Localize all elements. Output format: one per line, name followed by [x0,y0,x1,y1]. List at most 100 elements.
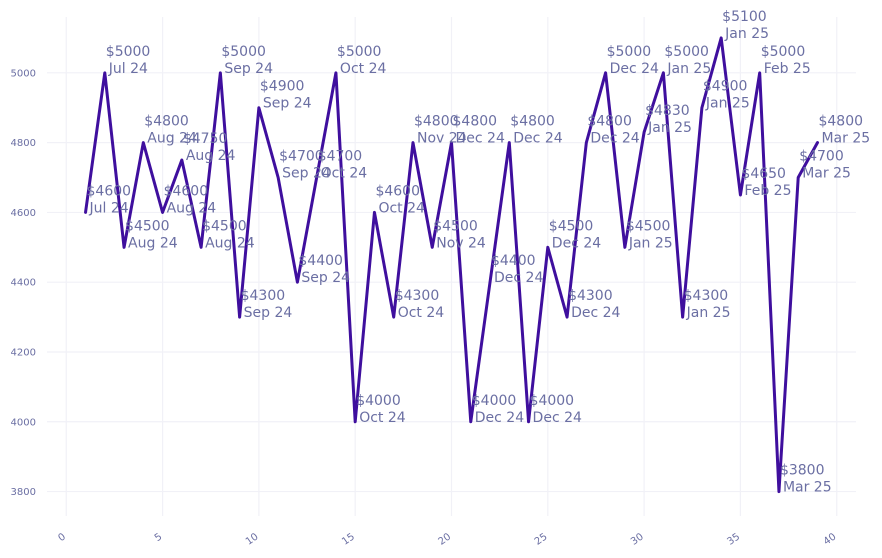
month-label: Sep 24 [244,305,293,321]
month-label: Dec 24 [552,235,601,251]
price-label: $4500 [125,218,170,234]
price-label: $4800 [453,114,498,130]
month-label: Aug 24 [167,200,217,216]
month-label: Nov 24 [417,131,467,147]
y-tick-label: 4800 [11,138,36,149]
month-label: Jan 25 [666,61,711,77]
price-label: $4300 [684,288,729,304]
month-label: Mar 25 [821,131,870,147]
price-label: $4300 [568,288,613,304]
month-label: Aug 24 [186,148,236,164]
month-label: Dec 24 [513,131,562,147]
price-label: $4800 [587,114,632,130]
month-label: Dec 24 [533,410,582,426]
price-label: $4650 [741,166,786,182]
price-label: $5100 [722,9,767,25]
x-tick-label: 0 [56,531,68,544]
month-label: Aug 24 [128,235,178,251]
y-tick-label: 3800 [11,487,36,498]
month-label: Jul 24 [89,200,129,216]
price-label: $3800 [780,463,825,479]
y-tick-label: 5000 [11,68,36,79]
month-label: Sep 24 [301,270,350,286]
price-label: $4600 [375,183,420,199]
x-tick-label: 40 [822,531,839,547]
price-label: $4750 [183,131,228,147]
month-label: Sep 24 [224,61,273,77]
month-label: Dec 24 [590,131,639,147]
month-label: Dec 24 [456,131,505,147]
month-label: Aug 24 [147,131,197,147]
price-label: $5000 [761,44,806,60]
month-label: Jul 24 [108,61,148,77]
x-tick-label: 30 [629,531,646,547]
price-label: $4800 [414,114,459,130]
price-label: $4400 [298,253,343,269]
price-label: $4500 [626,218,671,234]
price-label: $4500 [202,218,247,234]
price-label: $4800 [510,114,555,130]
x-tick-label: 5 [153,531,165,544]
month-label: Mar 25 [783,480,832,496]
month-label: Oct 24 [359,410,406,426]
price-label: $4900 [703,79,748,95]
month-label: Mar 25 [802,166,851,182]
price-label: $4000 [530,393,575,409]
month-label: Feb 25 [764,61,811,77]
x-tick-label: 15 [340,531,357,547]
month-label: Dec 24 [571,305,620,321]
month-label: Oct 24 [398,305,445,321]
month-label: Jan 25 [724,26,769,42]
x-tick-label: 25 [533,531,550,547]
month-label: Jan 25 [647,120,692,136]
month-label: Jan 25 [705,96,750,112]
month-label: Oct 24 [321,166,368,182]
month-label: Sep 24 [282,166,331,182]
y-tick-label: 4600 [11,208,36,219]
price-label: $4700 [279,149,324,165]
price-label: $4500 [549,218,594,234]
price-label: $4800 [818,114,863,130]
price-label: $4600 [87,183,132,199]
x-tick-label: 35 [725,531,742,547]
x-tick-label: 10 [244,531,261,547]
price-label: $4000 [356,393,401,409]
month-label: Feb 25 [744,183,791,199]
month-label: Dec 24 [610,61,659,77]
price-label: $4300 [241,288,286,304]
series-line [84,36,819,494]
price-label: $4600 [164,183,209,199]
